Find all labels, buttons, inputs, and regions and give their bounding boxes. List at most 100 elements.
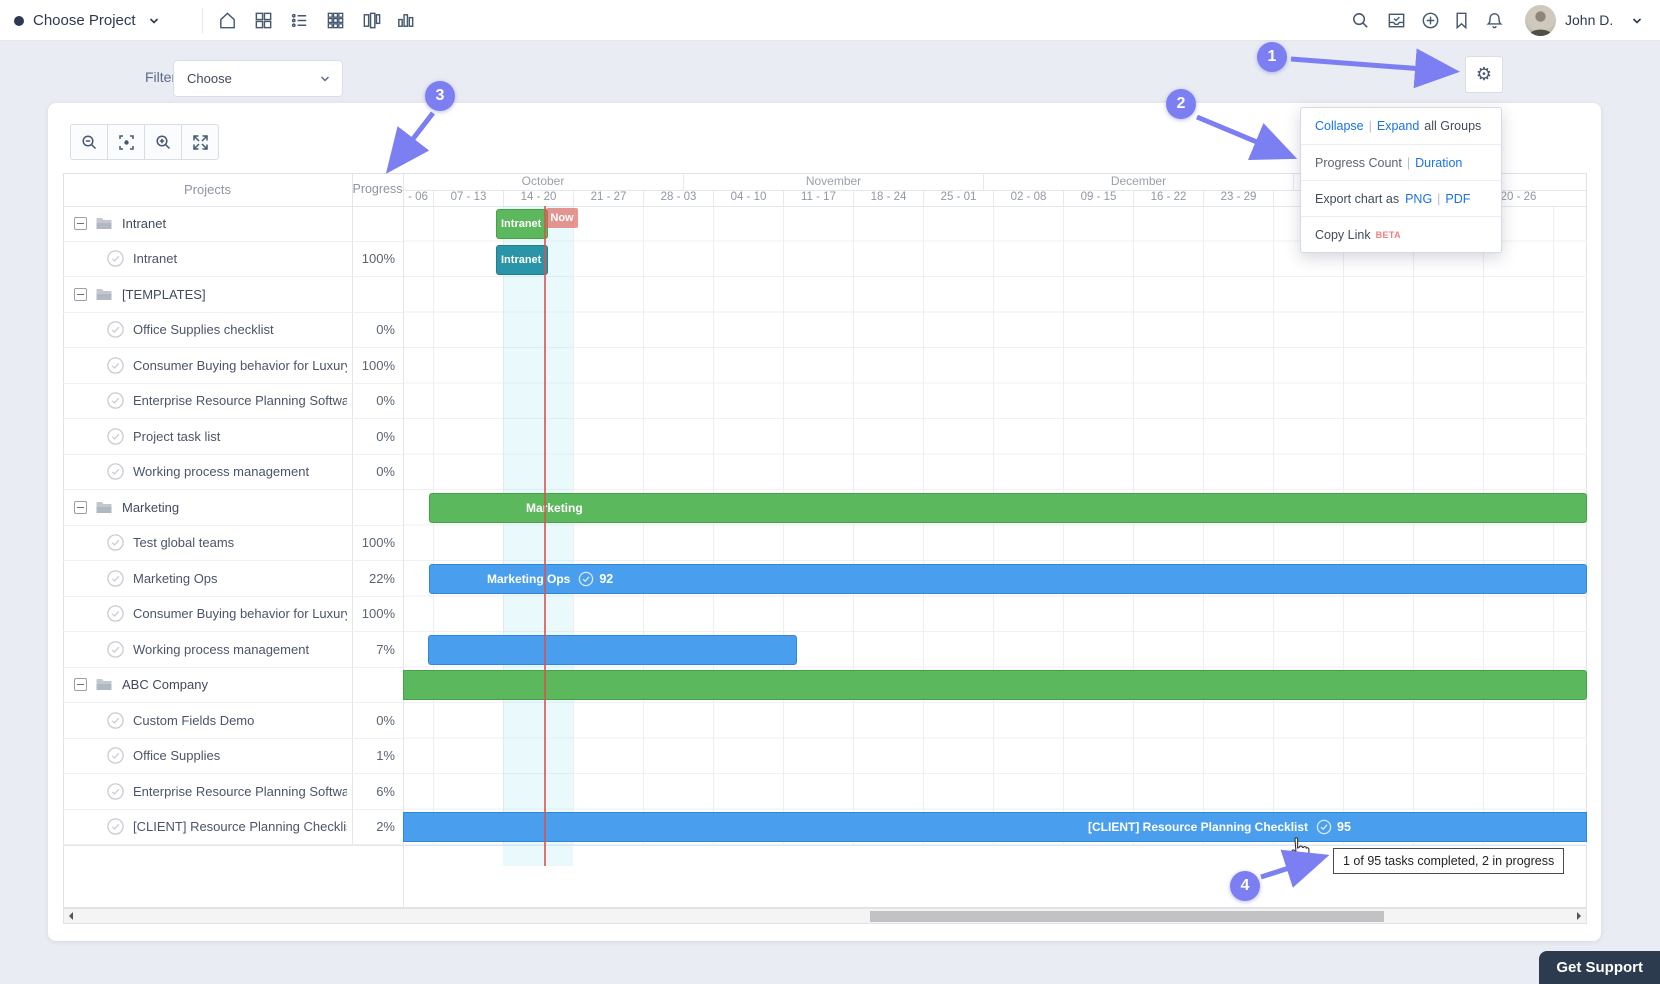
gantt-bar-marketing-group[interactable]: Marketing [429, 493, 1587, 523]
user-avatar[interactable] [1525, 5, 1556, 36]
export-prefix: Export chart as [1315, 191, 1400, 206]
task-row[interactable]: Test global teams 100% [63, 526, 403, 561]
duration-option[interactable]: Duration [1415, 155, 1463, 170]
home-icon[interactable] [216, 9, 239, 32]
progress-check-icon[interactable] [1316, 819, 1332, 835]
task-row[interactable]: Enterprise Resource Planning Software C 6… [63, 774, 403, 810]
progress-column-header[interactable]: Progress [352, 182, 403, 196]
task-row[interactable]: Consumer Buying behavior for Luxury ca 10… [63, 597, 403, 632]
fit-screen-button[interactable] [107, 124, 145, 160]
list-view-icon[interactable] [288, 9, 311, 32]
annotation-badge-1: 1 [1257, 42, 1287, 72]
row-name: Enterprise Resource Planning Software C [133, 783, 347, 799]
task-check-icon [107, 357, 124, 374]
gantt-bar-intranet-task[interactable]: Intranet [496, 245, 548, 275]
progress-count-option[interactable]: Progress Count [1315, 155, 1402, 170]
task-row[interactable]: Office Supplies checklist 0% [63, 313, 403, 348]
collapse-group-icon[interactable] [74, 287, 87, 301]
bookmark-icon[interactable] [1450, 9, 1473, 32]
gantt-bar-client-checklist[interactable]: [CLIENT] Resource Planning Checklist 95 [403, 812, 1587, 842]
settings-gear-button[interactable]: ⚙ [1465, 56, 1503, 93]
fullscreen-button[interactable] [181, 124, 219, 160]
expand-link[interactable]: Expand [1376, 119, 1420, 133]
task-row[interactable]: Consumer Buying behavior for Luxury ca 10… [63, 348, 403, 384]
collapse-group-icon[interactable] [74, 678, 87, 692]
task-row[interactable]: Working process management 7% [63, 632, 403, 668]
get-support-button[interactable]: Get Support [1539, 951, 1660, 984]
row-name: Test global teams [133, 535, 235, 551]
panel-chart-divider [403, 173, 404, 908]
task-row[interactable]: [CLIENT] Resource Planning Checklist 2% [63, 810, 403, 845]
gantt-bar-marketing-ops[interactable]: Marketing Ops 92 [429, 564, 1587, 594]
user-menu[interactable]: John D. [1565, 12, 1614, 28]
row-name: Working process management [133, 641, 310, 657]
task-row[interactable]: Custom Fields Demo 0% [63, 703, 403, 739]
task-row[interactable]: Enterprise Resource Planning Software C 0… [63, 384, 403, 419]
row-name: Working process management [133, 464, 310, 480]
gantt-bar-abc-company-group[interactable] [403, 670, 1587, 700]
week-header: 02 - 08 [993, 190, 1063, 206]
folder-icon [96, 501, 112, 513]
task-check-icon [107, 712, 124, 729]
task-row[interactable]: Project task list 0% [63, 419, 403, 455]
gantt-bar-working-process[interactable] [428, 635, 797, 665]
task-check-icon [107, 747, 124, 764]
zoom-in-button[interactable] [144, 124, 182, 160]
row-name: Intranet [122, 215, 167, 231]
project-list: Intranet Intranet 100% [TEMPLATES] Office Su… [63, 206, 403, 845]
row-progress: 0% [376, 393, 395, 409]
row-progress: 100% [361, 535, 395, 551]
notifications-icon[interactable] [1483, 9, 1506, 32]
project-group-row[interactable]: ABC Company [63, 668, 403, 703]
nav-divider [202, 8, 203, 33]
row-progress: 100% [361, 606, 395, 622]
task-row[interactable]: Marketing Ops 22% [63, 561, 403, 597]
header-divider [63, 206, 1587, 207]
gantt-chart-area[interactable] [403, 206, 1587, 845]
project-group-row[interactable]: [TEMPLATES] [63, 277, 403, 313]
row-name: Custom Fields Demo [133, 712, 255, 728]
projects-column-header[interactable]: Projects [184, 182, 231, 197]
scroll-left-arrow[interactable] [69, 912, 73, 920]
project-selector[interactable]: Choose Project [33, 12, 136, 29]
month-header: November [683, 173, 983, 190]
week-header: 25 - 01 [923, 190, 993, 206]
chevron-down-icon[interactable] [149, 16, 159, 26]
project-status-dot [14, 16, 24, 26]
task-inbox-icon[interactable] [1385, 9, 1408, 32]
week-header: 07 - 13 [433, 190, 503, 206]
task-row[interactable]: Intranet 100% [63, 242, 403, 277]
filter-select[interactable]: Choose [173, 60, 343, 97]
scrollbar-thumb[interactable] [870, 911, 1384, 922]
project-group-row[interactable]: Marketing [63, 490, 403, 526]
collapse-link[interactable]: Collapse [1315, 119, 1364, 133]
search-icon[interactable] [1349, 9, 1372, 32]
task-row[interactable]: Working process management 0% [63, 455, 403, 490]
collapse-group-icon[interactable] [74, 500, 87, 514]
horizontal-scrollbar[interactable] [63, 908, 1587, 924]
copy-link-option[interactable]: Copy Link [1315, 227, 1371, 242]
row-name: Project task list [133, 428, 221, 444]
gantt-bar-intranet-group[interactable]: Intranet [496, 209, 548, 239]
add-icon[interactable] [1419, 9, 1442, 32]
row-name: [TEMPLATES] [122, 286, 206, 302]
dashboard-icon[interactable] [252, 9, 275, 32]
board-view-icon[interactable] [360, 9, 383, 32]
collapse-group-icon[interactable] [74, 216, 87, 230]
chart-view-icon[interactable] [394, 9, 417, 32]
export-pdf-link[interactable]: PDF [1445, 191, 1471, 206]
month-week-divider [403, 190, 1587, 191]
groups-suffix: all Groups [1424, 119, 1482, 133]
chevron-down-icon[interactable] [1632, 16, 1642, 26]
scroll-right-arrow[interactable] [1577, 912, 1581, 920]
progress-check-icon[interactable] [578, 571, 594, 587]
zoom-out-button[interactable] [70, 124, 108, 160]
project-group-row[interactable]: Intranet [63, 206, 403, 242]
task-row[interactable]: Office Supplies 1% [63, 739, 403, 774]
week-header: 18 - 24 [853, 190, 923, 206]
row-progress: 22% [368, 570, 395, 586]
grid-view-icon[interactable] [324, 9, 347, 32]
export-png-link[interactable]: PNG [1405, 191, 1433, 206]
month-header: December [983, 173, 1293, 190]
month-header [1293, 173, 1587, 190]
